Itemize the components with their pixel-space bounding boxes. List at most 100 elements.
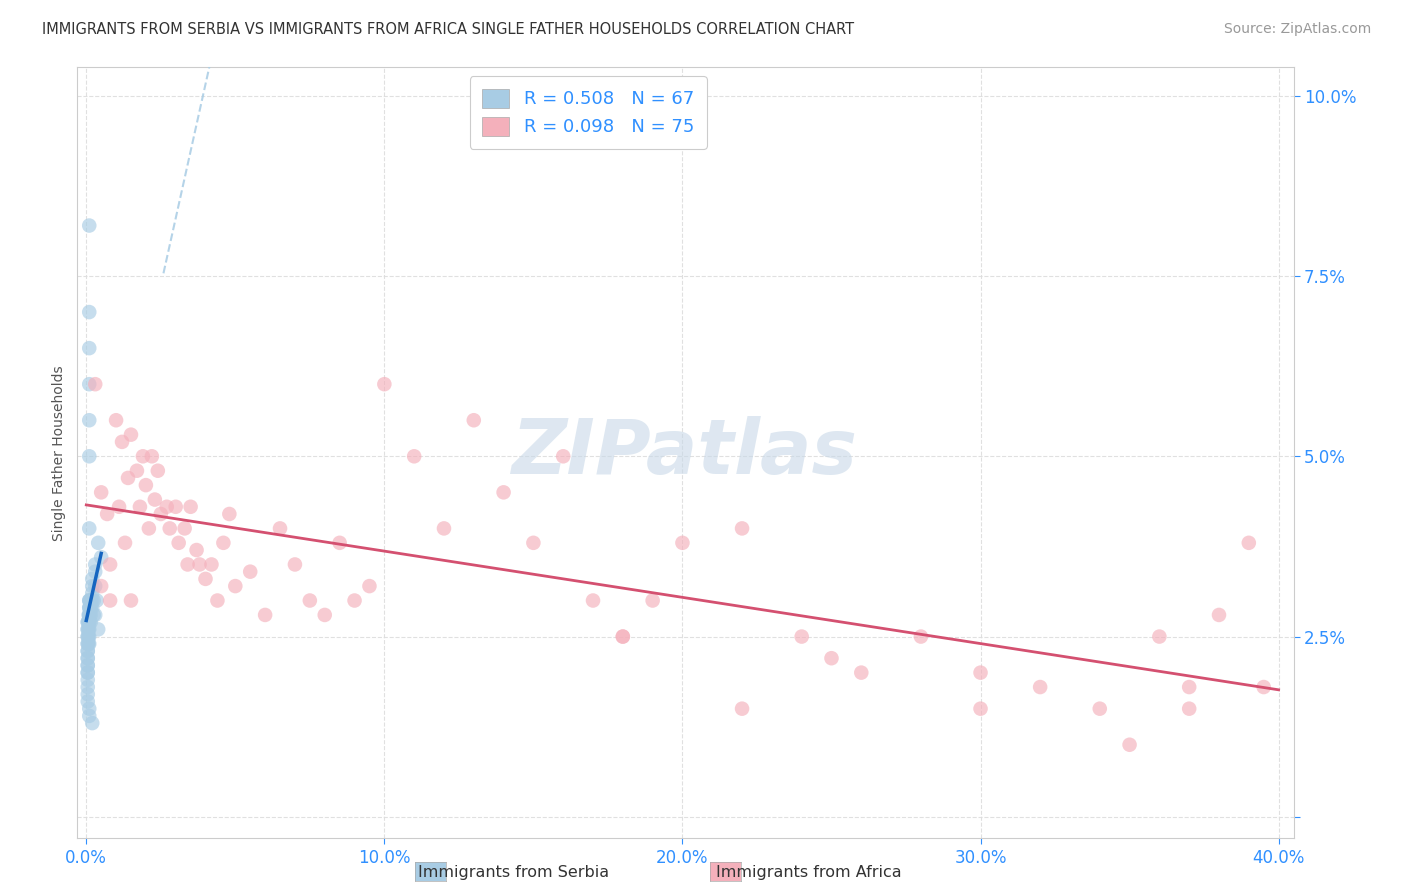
Point — [77, 637, 100, 651]
Point — [194, 572, 217, 586]
Point — [1253, 680, 1275, 694]
Point — [76, 630, 98, 644]
Point — [114, 536, 136, 550]
Point — [1029, 680, 1052, 694]
Point — [77, 593, 100, 607]
Point — [612, 630, 634, 644]
Point — [77, 709, 100, 723]
Point — [212, 536, 235, 550]
Point — [969, 665, 991, 680]
Point — [553, 450, 575, 464]
Point — [180, 500, 202, 514]
Point — [159, 521, 181, 535]
Point — [117, 471, 139, 485]
Legend: R = 0.508   N = 67, R = 0.098   N = 75: R = 0.508 N = 67, R = 0.098 N = 75 — [470, 76, 707, 149]
Y-axis label: Single Father Households: Single Father Households — [52, 365, 66, 541]
Point — [1118, 738, 1140, 752]
Point — [83, 593, 105, 607]
Point — [138, 521, 160, 535]
Point — [77, 600, 100, 615]
Point — [87, 623, 110, 637]
Point — [77, 305, 100, 319]
Point — [298, 593, 321, 607]
Point — [1237, 536, 1260, 550]
Point — [731, 701, 754, 715]
Point — [188, 558, 211, 572]
Point — [77, 607, 100, 622]
Point — [76, 665, 98, 680]
Point — [82, 579, 104, 593]
Point — [143, 492, 166, 507]
Point — [84, 579, 107, 593]
Point — [522, 536, 544, 550]
Point — [373, 377, 395, 392]
Point — [80, 615, 103, 629]
Point — [84, 377, 107, 392]
Point — [76, 665, 98, 680]
Point — [76, 673, 98, 687]
Text: ZIPatlas: ZIPatlas — [512, 416, 859, 490]
Point — [77, 413, 100, 427]
Point — [77, 450, 100, 464]
Point — [269, 521, 291, 535]
Point — [76, 644, 98, 658]
Point — [82, 593, 104, 607]
Point — [314, 607, 336, 622]
Point — [76, 651, 98, 665]
Point — [90, 579, 112, 593]
Point — [359, 579, 381, 593]
Point — [76, 651, 98, 665]
Point — [86, 593, 108, 607]
Point — [80, 607, 103, 622]
Point — [254, 607, 277, 622]
Point — [132, 450, 155, 464]
Point — [731, 521, 754, 535]
Point — [77, 623, 100, 637]
Point — [284, 558, 307, 572]
Point — [80, 600, 103, 615]
Point — [200, 558, 222, 572]
Point — [76, 623, 98, 637]
Point — [186, 543, 208, 558]
Point — [105, 413, 128, 427]
Point — [98, 593, 121, 607]
Point — [582, 593, 605, 607]
Point — [76, 630, 98, 644]
Point — [820, 651, 842, 665]
Point — [77, 637, 100, 651]
Point — [77, 623, 100, 637]
Point — [76, 644, 98, 658]
Point — [77, 377, 100, 392]
Point — [641, 593, 664, 607]
Point — [90, 550, 112, 565]
Point — [1178, 701, 1201, 715]
Point — [343, 593, 366, 607]
Point — [851, 665, 873, 680]
Point — [96, 507, 118, 521]
Point — [111, 434, 134, 449]
Point — [173, 521, 195, 535]
Text: Immigrants from Africa: Immigrants from Africa — [716, 865, 901, 880]
Point — [84, 607, 107, 622]
Point — [87, 536, 110, 550]
Point — [77, 341, 100, 355]
Point — [82, 586, 104, 600]
Point — [77, 607, 100, 622]
Point — [125, 464, 148, 478]
Point — [83, 607, 105, 622]
Point — [1149, 630, 1171, 644]
Point — [218, 507, 240, 521]
Point — [1088, 701, 1111, 715]
Point — [82, 716, 104, 731]
Point — [176, 558, 198, 572]
Point — [80, 593, 103, 607]
Point — [76, 615, 98, 629]
Point — [141, 450, 163, 464]
Point — [492, 485, 515, 500]
Point — [790, 630, 813, 644]
Point — [671, 536, 693, 550]
Point — [1208, 607, 1230, 622]
Point — [165, 500, 187, 514]
Point — [77, 630, 100, 644]
Point — [120, 593, 142, 607]
